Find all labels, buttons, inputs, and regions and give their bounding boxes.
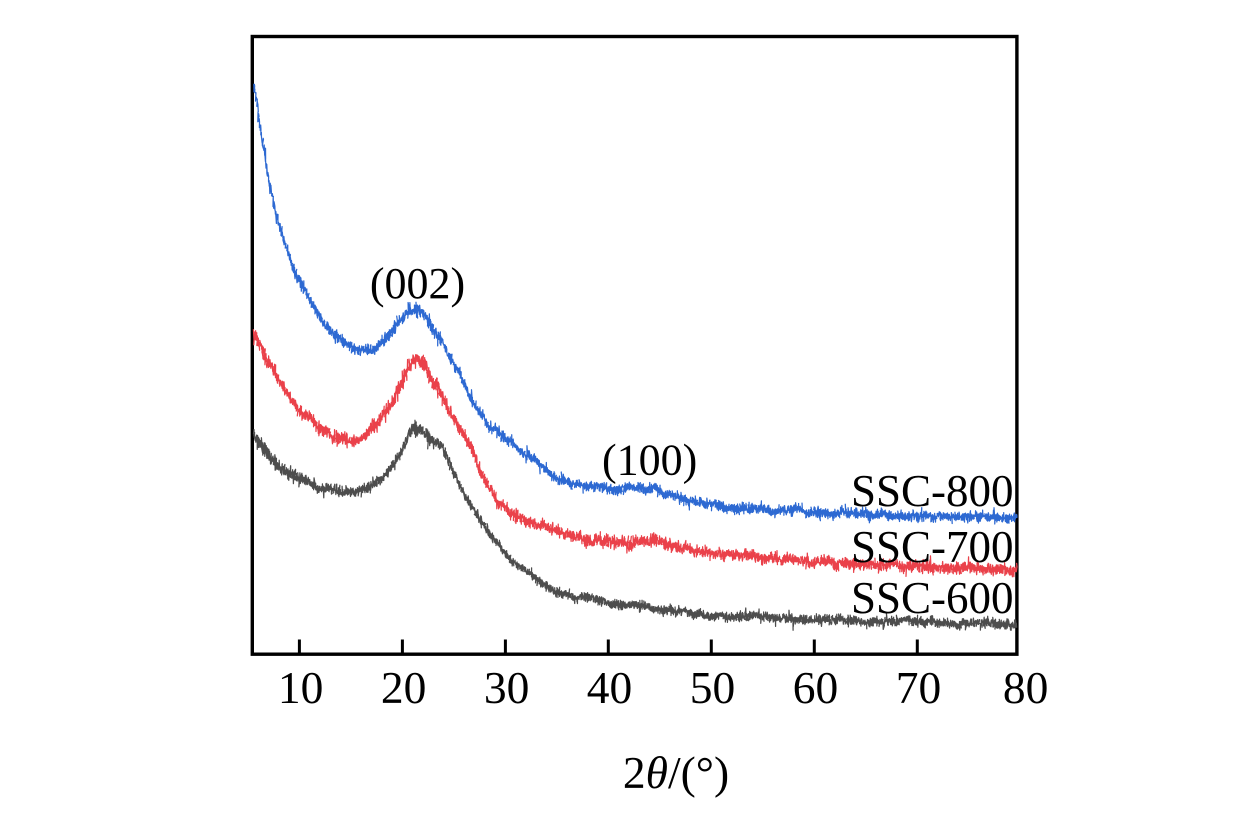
svg-text:2θ/(°): 2θ/(°) xyxy=(623,747,729,798)
svg-text:SSC-700: SSC-700 xyxy=(851,522,1014,572)
svg-text:SSC-800: SSC-800 xyxy=(851,466,1014,516)
svg-text:30: 30 xyxy=(484,662,530,713)
svg-text:20: 20 xyxy=(381,662,427,713)
svg-text:40: 40 xyxy=(587,662,633,713)
svg-text:70: 70 xyxy=(896,662,942,713)
svg-text:(100): (100) xyxy=(602,436,697,485)
svg-text:(002): (002) xyxy=(370,259,465,308)
svg-text:80: 80 xyxy=(1003,662,1049,713)
svg-text:SSC-600: SSC-600 xyxy=(851,573,1014,623)
svg-text:50: 50 xyxy=(690,662,736,713)
svg-text:10: 10 xyxy=(278,662,324,713)
svg-text:60: 60 xyxy=(793,662,839,713)
